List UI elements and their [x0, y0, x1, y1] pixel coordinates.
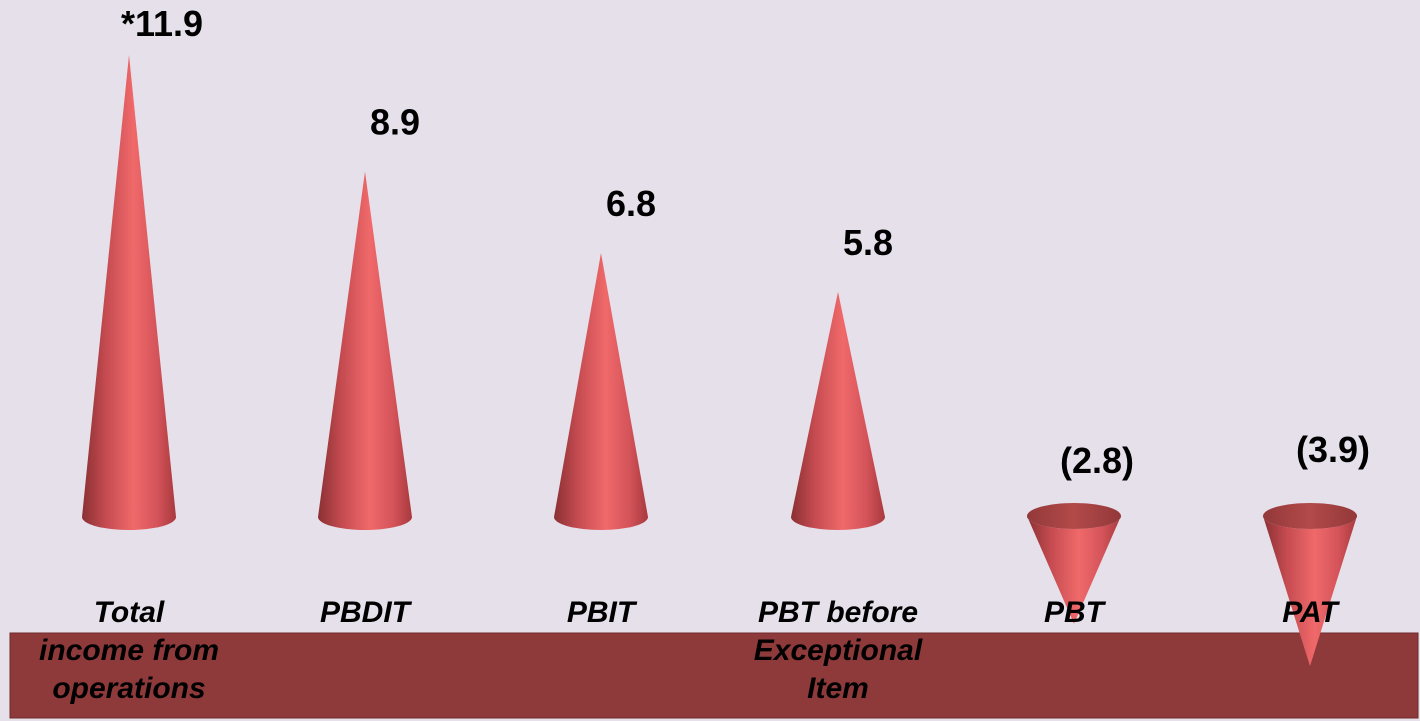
data-label: 5.8 — [843, 222, 893, 263]
data-label-group: *11.9 8.9 6.8 5.8 (2.8) (3.9) — [121, 3, 1370, 481]
cone-mark — [1027, 503, 1121, 624]
cone-body — [318, 171, 412, 530]
cone-mark — [554, 253, 648, 530]
category-label: PBDIT — [320, 596, 413, 629]
data-label: 8.9 — [370, 101, 420, 142]
data-label: 6.8 — [606, 183, 656, 224]
data-label: (3.9) — [1296, 429, 1370, 470]
data-label: *11.9 — [121, 3, 203, 44]
cone-mark — [1263, 503, 1357, 667]
category-label: PBT — [1044, 596, 1107, 629]
data-label: (2.8) — [1060, 440, 1134, 481]
cone-body — [82, 55, 176, 530]
cone-mark — [791, 291, 885, 530]
category-label: PAT — [1282, 596, 1340, 629]
cone-body — [1027, 516, 1121, 624]
cone-body — [791, 291, 885, 530]
category-label: PBT before Exceptional Item — [754, 596, 923, 705]
cone-body — [1263, 516, 1357, 667]
cone-body — [554, 253, 648, 530]
cone-mark — [82, 55, 176, 530]
category-label-group: Total income from operations PBDIT PBIT PBT b… — [39, 596, 1340, 705]
category-label: PBIT — [567, 596, 638, 629]
baseline-band — [9, 632, 1419, 719]
cone-top — [1027, 503, 1121, 529]
cone-top — [1263, 503, 1357, 529]
cone-mark — [318, 171, 412, 530]
category-label: Total income from operations — [39, 596, 219, 705]
cone-series — [82, 55, 1357, 667]
